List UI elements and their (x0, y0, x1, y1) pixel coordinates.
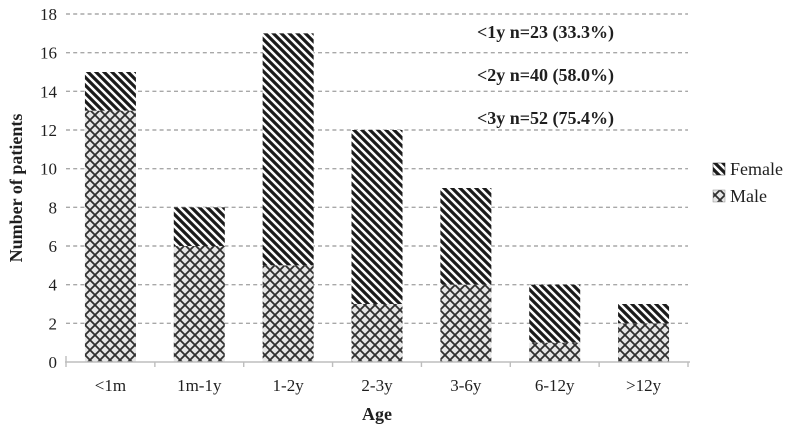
y-tick-label: 0 (49, 353, 58, 372)
bar-male-1-2y (262, 265, 314, 362)
y-axis-title: Number of patients (6, 114, 26, 263)
annotation-under-2y: <2y n=40 (58.0%) (477, 65, 614, 86)
bar-female->12y (618, 304, 670, 324)
bar-male-1m-1y (173, 246, 225, 362)
x-tick-label: 1-2y (273, 376, 305, 395)
axes (65, 356, 690, 367)
y-tick-label: 12 (40, 121, 57, 140)
y-tick-label: 14 (40, 82, 58, 101)
bar-male-2-3y (351, 304, 403, 362)
y-tick-label: 10 (40, 160, 57, 179)
bar-female-6-12y (529, 284, 581, 343)
bar-female-1-2y (262, 33, 314, 266)
annotation-under-3y: <3y n=52 (75.4%) (477, 108, 614, 129)
x-tick-label: 1m-1y (177, 376, 222, 395)
x-tick-label: 6-12y (535, 376, 575, 395)
x-tick-label: 2-3y (361, 376, 393, 395)
annotation-under-1y: <1y n=23 (33.3%) (477, 22, 614, 43)
x-axis-title: Age (362, 404, 392, 424)
legend-marker-female-icon (712, 162, 726, 176)
y-tick-label: 8 (49, 198, 58, 217)
bar-male->12y (618, 323, 670, 362)
y-tick-label: 16 (40, 44, 57, 63)
bar-series (84, 33, 670, 363)
x-tick-label: 3-6y (450, 376, 482, 395)
bar-female-1m-1y (173, 207, 225, 246)
x-tick-label: <1m (95, 376, 126, 395)
y-axis-tick-labels: 0 2 4 6 8 10 12 14 16 18 (40, 5, 58, 372)
y-tick-label: 6 (49, 237, 58, 256)
bar-female-<1m (84, 72, 136, 111)
legend-label-male: Male (730, 186, 767, 206)
legend-label-female: Female (730, 159, 783, 179)
legend: Female Male (712, 159, 783, 206)
bar-male-6-12y (529, 342, 581, 362)
y-tick-label: 2 (49, 314, 58, 333)
bar-female-3-6y (440, 188, 492, 285)
bar-female-2-3y (351, 130, 403, 304)
y-tick-label: 18 (40, 5, 57, 24)
y-tick-label: 4 (49, 276, 58, 295)
bar-male-3-6y (440, 284, 492, 362)
bar-male-<1m (84, 110, 136, 363)
x-tick-label: >12y (626, 376, 662, 395)
legend-marker-male-icon (712, 189, 726, 203)
x-axis-tick-labels: <1m 1m-1y 1-2y 2-3y 3-6y 6-12y >12y (95, 376, 662, 395)
